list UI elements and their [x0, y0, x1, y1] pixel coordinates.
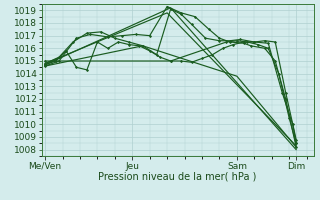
- X-axis label: Pression niveau de la mer( hPa ): Pression niveau de la mer( hPa ): [99, 172, 257, 182]
